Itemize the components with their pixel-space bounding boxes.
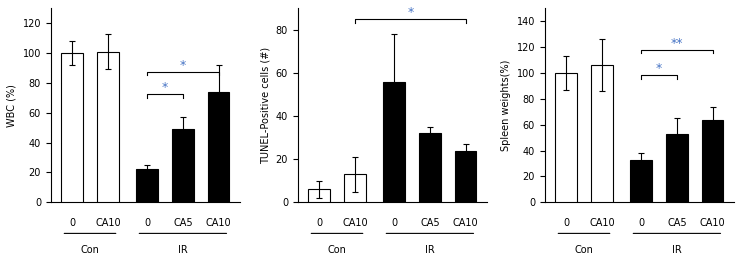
Bar xyxy=(172,129,193,202)
Text: Con: Con xyxy=(81,245,99,255)
Bar xyxy=(591,65,613,202)
Y-axis label: WBC (%): WBC (%) xyxy=(7,84,17,127)
Text: 0: 0 xyxy=(316,218,322,228)
Y-axis label: TUNEL-Positive cells (#): TUNEL-Positive cells (#) xyxy=(260,47,270,164)
Text: 0: 0 xyxy=(563,218,569,228)
Bar xyxy=(62,53,83,202)
Text: *: * xyxy=(162,81,168,94)
Text: IR: IR xyxy=(425,245,435,255)
Text: IR: IR xyxy=(672,245,682,255)
Text: CA10: CA10 xyxy=(700,218,725,228)
Bar xyxy=(308,189,330,202)
Text: CA10: CA10 xyxy=(206,218,231,228)
Text: IR: IR xyxy=(178,245,187,255)
Text: 0: 0 xyxy=(144,218,150,228)
Text: CA10: CA10 xyxy=(342,218,368,228)
Bar xyxy=(666,134,688,202)
Text: CA5: CA5 xyxy=(420,218,439,228)
Bar xyxy=(702,120,723,202)
Bar xyxy=(383,82,405,202)
Text: CA10: CA10 xyxy=(589,218,615,228)
Text: *: * xyxy=(407,6,413,20)
Text: 0: 0 xyxy=(69,218,76,228)
Text: 0: 0 xyxy=(638,218,644,228)
Text: CA10: CA10 xyxy=(95,218,121,228)
Bar xyxy=(97,51,119,202)
Bar xyxy=(208,92,229,202)
Bar xyxy=(455,150,476,202)
Bar xyxy=(344,174,365,202)
Text: Con: Con xyxy=(574,245,594,255)
Text: *: * xyxy=(180,59,186,72)
Text: CA5: CA5 xyxy=(667,218,687,228)
Bar xyxy=(136,169,158,202)
Text: CA10: CA10 xyxy=(453,218,479,228)
Y-axis label: Spleen weights(%): Spleen weights(%) xyxy=(501,60,511,151)
Text: Con: Con xyxy=(328,245,347,255)
Text: 0: 0 xyxy=(391,218,397,228)
Bar xyxy=(556,73,577,202)
Bar xyxy=(419,133,441,202)
Text: CA5: CA5 xyxy=(173,218,193,228)
Text: **: ** xyxy=(671,37,683,50)
Text: *: * xyxy=(656,63,662,76)
Bar xyxy=(631,160,652,202)
